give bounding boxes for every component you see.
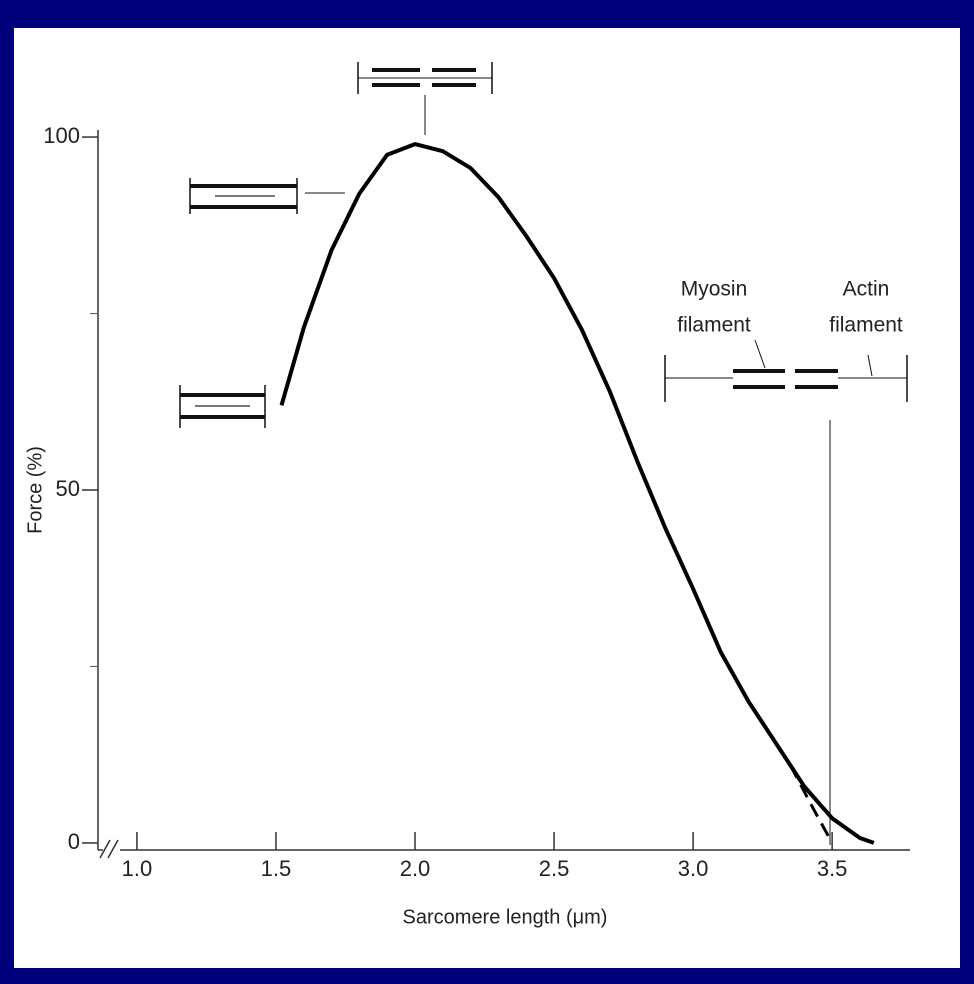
data-line [279, 142, 875, 845]
annotation: Myosin [681, 278, 748, 301]
x-tick-label: 2.5 [539, 856, 570, 881]
x-tick-label: 3.0 [678, 856, 709, 881]
data-line [789, 764, 834, 844]
sarcomere-diagram [189, 178, 345, 214]
sarcomere-diagram [664, 339, 908, 845]
sarcomere-diagram [179, 385, 266, 428]
chart-background [14, 28, 960, 968]
annotation: filament [677, 314, 751, 337]
x-tick-label: 3.5 [817, 856, 848, 881]
x-axis-label: Sarcomere length (μm) [403, 906, 608, 928]
y-tick-label: 50 [56, 476, 80, 501]
annotation: filament [829, 314, 903, 337]
annotation: Actin [843, 278, 890, 301]
sarcomere-diagram [357, 62, 493, 135]
x-tick-label: 1.0 [122, 856, 153, 881]
y-axis-label: Force (%) [24, 446, 46, 534]
x-tick-label: 2.0 [400, 856, 431, 881]
y-tick-label: 0 [68, 829, 80, 854]
x-tick-label: 1.5 [261, 856, 292, 881]
y-tick-label: 100 [43, 123, 80, 148]
